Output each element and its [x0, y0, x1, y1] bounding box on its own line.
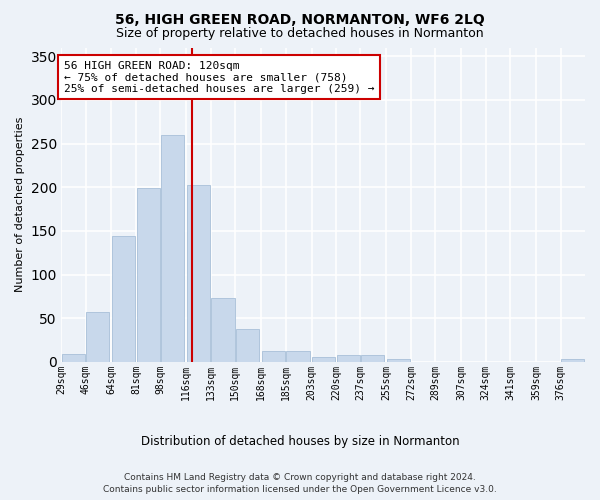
Bar — [387, 360, 410, 362]
Bar — [262, 352, 285, 362]
Bar — [236, 329, 259, 362]
Bar — [211, 298, 235, 362]
Bar — [286, 352, 310, 362]
Bar — [112, 236, 136, 362]
Bar — [187, 184, 210, 362]
Bar — [137, 188, 160, 362]
Bar — [62, 354, 85, 362]
Text: 56, HIGH GREEN ROAD, NORMANTON, WF6 2LQ: 56, HIGH GREEN ROAD, NORMANTON, WF6 2LQ — [115, 12, 485, 26]
Text: Contains public sector information licensed under the Open Government Licence v3: Contains public sector information licen… — [103, 485, 497, 494]
Bar — [161, 135, 184, 362]
Text: Contains HM Land Registry data © Crown copyright and database right 2024.: Contains HM Land Registry data © Crown c… — [124, 472, 476, 482]
Bar — [561, 360, 584, 362]
Bar — [337, 355, 360, 362]
Bar — [361, 355, 385, 362]
Y-axis label: Number of detached properties: Number of detached properties — [15, 117, 25, 292]
Bar — [86, 312, 109, 362]
Text: Size of property relative to detached houses in Normanton: Size of property relative to detached ho… — [116, 28, 484, 40]
Bar — [312, 356, 335, 362]
Text: 56 HIGH GREEN ROAD: 120sqm
← 75% of detached houses are smaller (758)
25% of sem: 56 HIGH GREEN ROAD: 120sqm ← 75% of deta… — [64, 60, 374, 94]
Text: Distribution of detached houses by size in Normanton: Distribution of detached houses by size … — [140, 435, 460, 448]
